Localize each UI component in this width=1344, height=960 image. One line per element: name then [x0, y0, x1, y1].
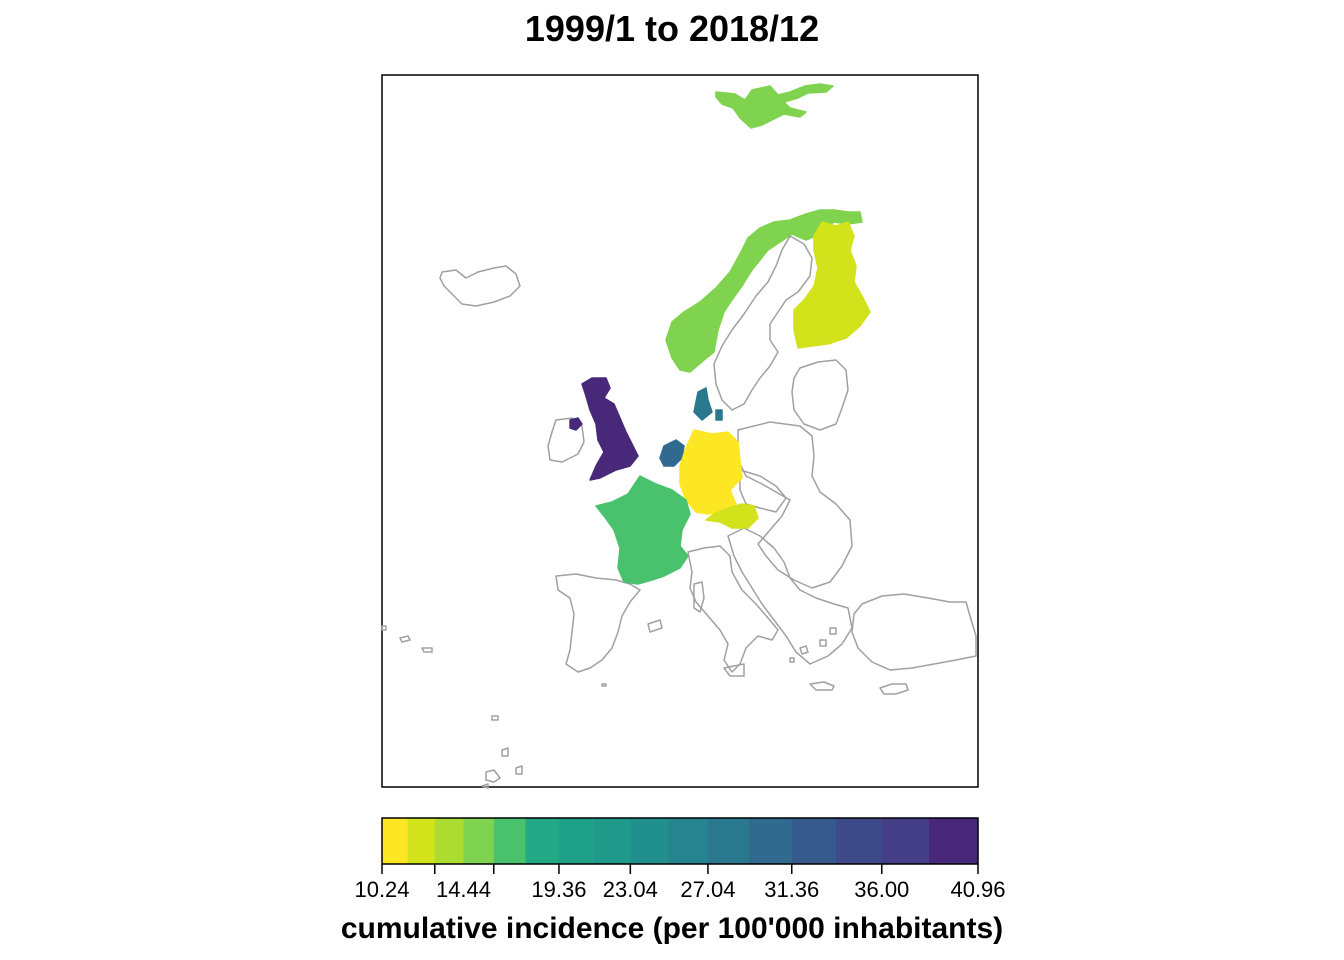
legend-tick-label: 10.24 [354, 877, 409, 902]
island-azores [381, 625, 433, 653]
region-balkans [727, 527, 853, 665]
legend-tick-label: 31.36 [764, 877, 819, 902]
legend-swatch [749, 818, 793, 864]
legend-swatch [525, 818, 560, 864]
island-greek-isles [789, 627, 837, 663]
legend-tick-label: 14.44 [436, 877, 491, 902]
legend-swatch [881, 818, 930, 864]
country-spain [555, 573, 641, 673]
country-netherlands [659, 439, 685, 467]
country-united-kingdom [581, 377, 639, 481]
country-norway [665, 209, 863, 373]
legend-ticks: 10.24 14.44 19.36 23.04 27.04 31.36 36.00 40.96 [354, 864, 1006, 902]
island-crete [809, 681, 835, 691]
country-sweden [713, 235, 813, 411]
legend-swatch [434, 818, 464, 864]
legend-frame [381, 817, 979, 865]
country-france [595, 475, 691, 585]
legend-swatch [382, 818, 409, 864]
map-title: 1999/1 to 2018/12 [524, 8, 820, 49]
country-finland [793, 221, 871, 349]
country-iceland [439, 265, 521, 307]
legend-swatch [493, 818, 527, 864]
region-central-europe [739, 469, 787, 513]
legend-colorbar [381, 817, 979, 865]
country-austria [705, 503, 759, 529]
legend-swatch [463, 818, 495, 864]
region-baltics [791, 359, 849, 431]
legend-title: cumulative incidence (per 100'000 inhabi… [340, 912, 1004, 945]
country-germany [679, 429, 743, 515]
region-eastern-europe [737, 421, 853, 589]
island-sicily [723, 663, 745, 677]
country-italy [687, 545, 779, 673]
legend-swatch [593, 818, 631, 864]
legend-tick-label: 36.00 [854, 877, 909, 902]
legend-swatch [707, 818, 750, 864]
country-turkey [851, 593, 977, 671]
map-frame [381, 74, 979, 788]
country-svalbard [715, 83, 834, 129]
legend-swatch [630, 818, 669, 864]
legend-swatch [558, 818, 595, 864]
island-sardinia [693, 581, 705, 613]
country-northern-ireland [569, 417, 583, 431]
legend-tick-label: 23.04 [603, 877, 658, 902]
legend-tick-label: 19.36 [531, 877, 586, 902]
island-canaries [481, 747, 523, 789]
legend-tick-label: 27.04 [680, 877, 735, 902]
legend-swatch [835, 818, 883, 864]
country-cyprus [879, 683, 909, 695]
island-balearic [647, 619, 663, 633]
island-madeira [491, 715, 499, 721]
country-denmark [693, 387, 723, 421]
island-malta [601, 683, 607, 687]
legend-tick-label: 40.96 [950, 877, 1005, 902]
legend-swatch [668, 818, 709, 864]
legend-swatch [791, 818, 837, 864]
legend-swatch [929, 818, 979, 864]
legend-swatch [407, 818, 436, 864]
